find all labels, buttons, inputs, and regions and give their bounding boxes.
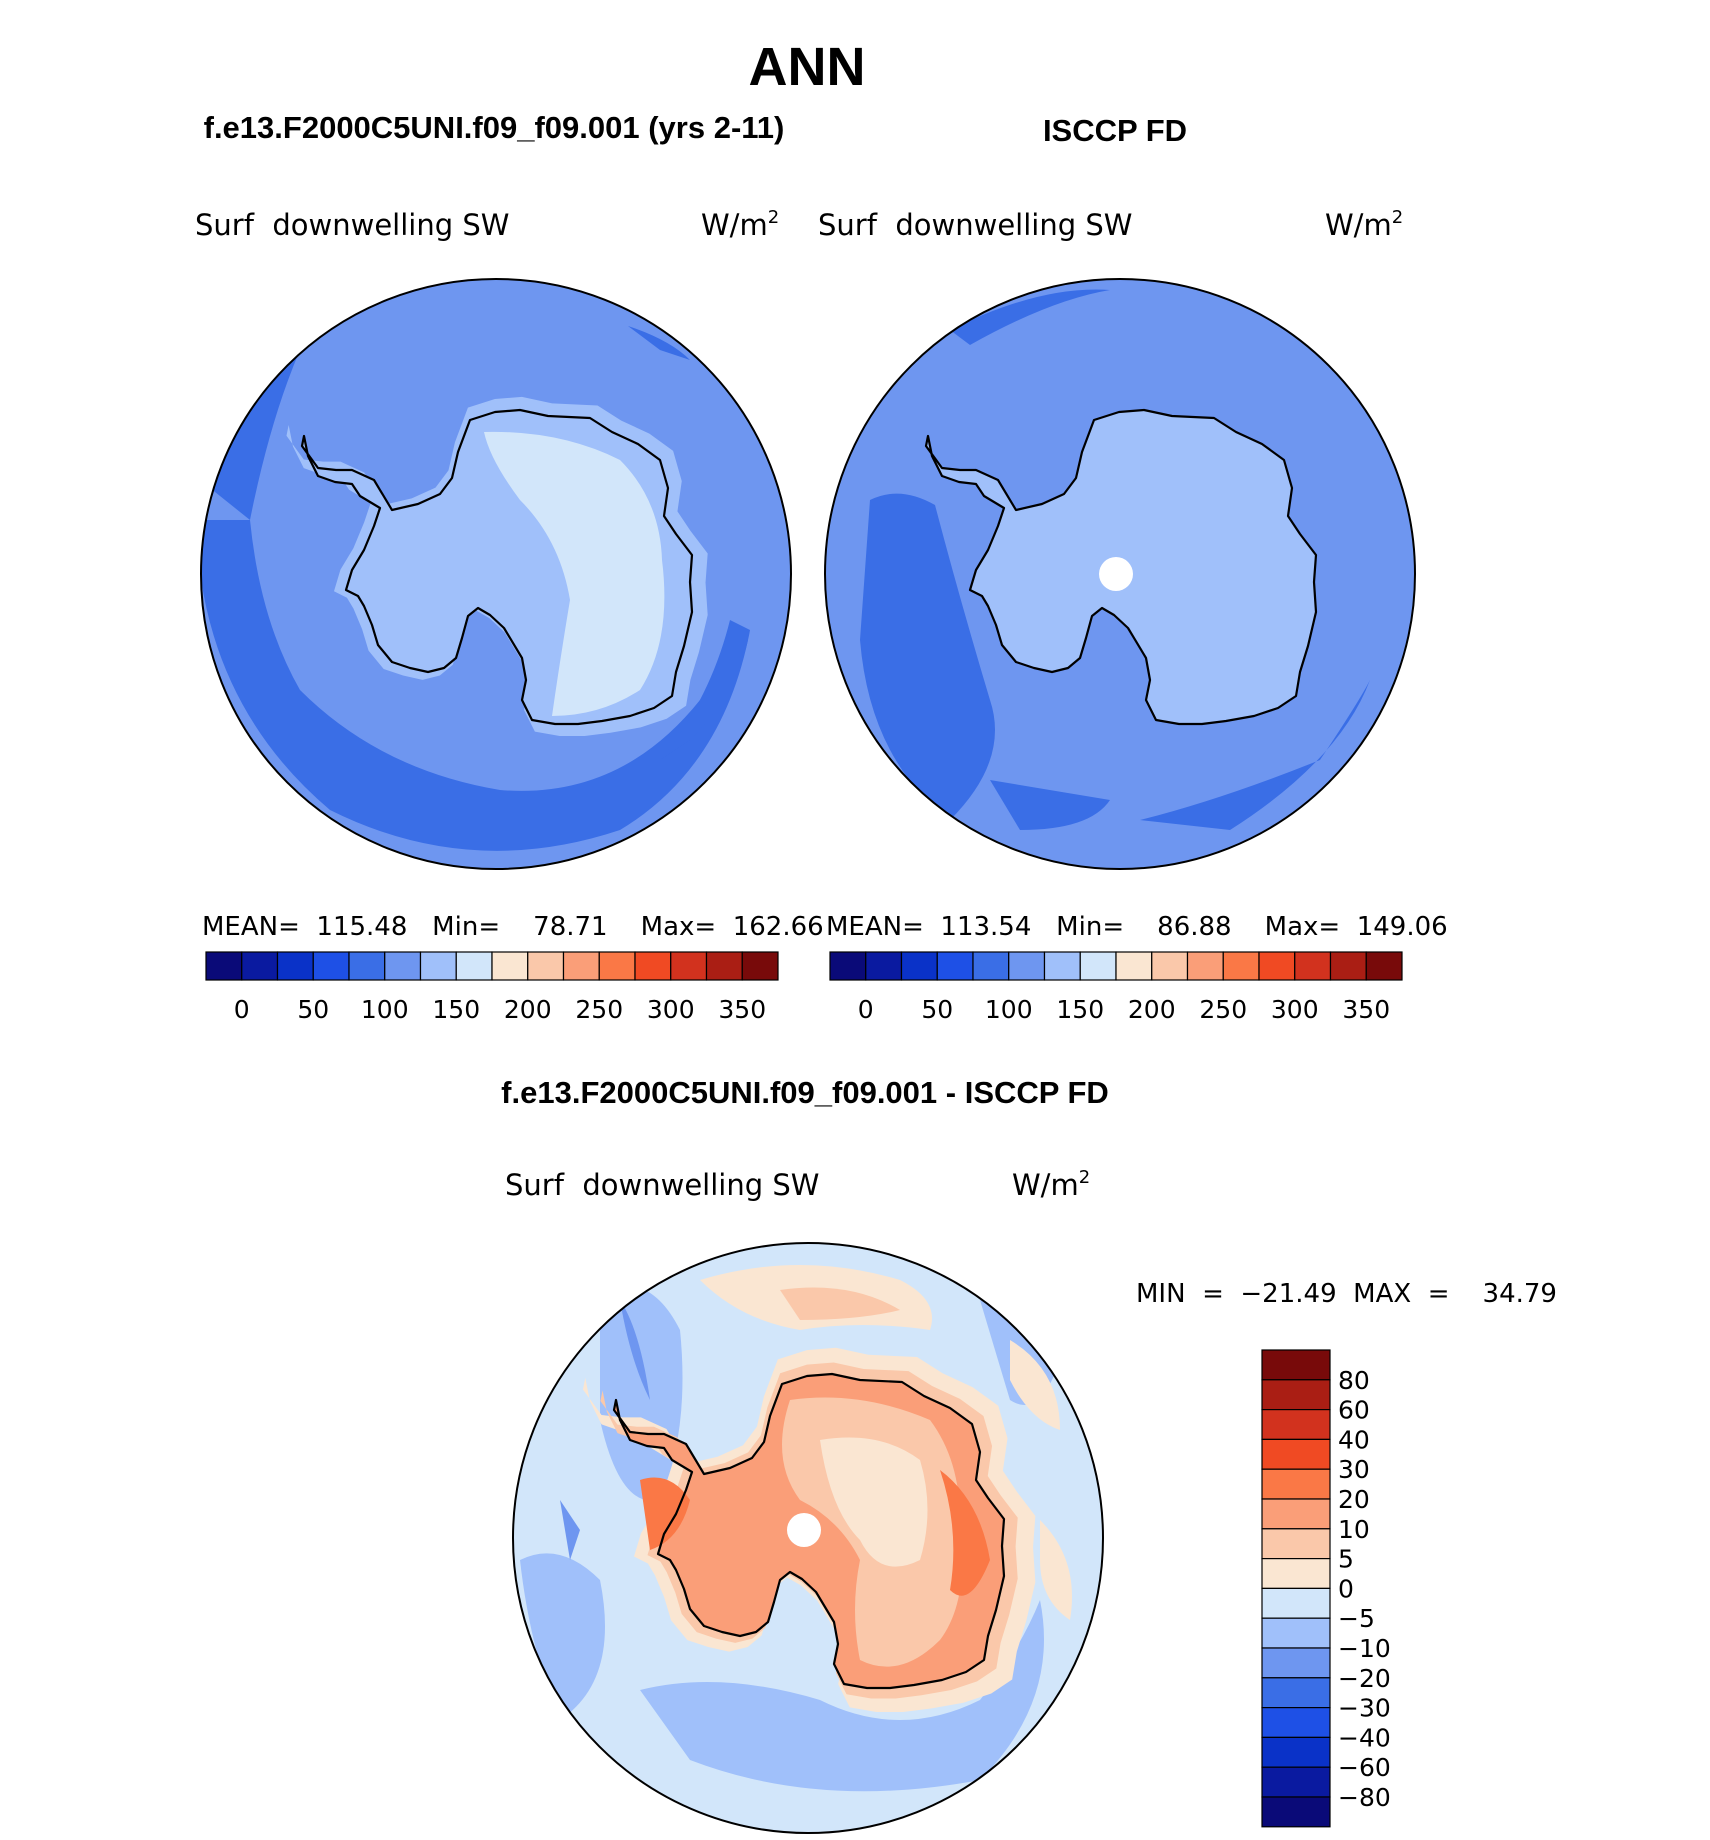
diff-colorbar-tick-label: 5 xyxy=(1338,1545,1354,1574)
diff-colorbar-tick-label: −20 xyxy=(1338,1664,1391,1693)
model-colorbar-swatch xyxy=(705,951,743,981)
diff-colorbar-swatch xyxy=(1261,1706,1331,1738)
model-colorbar-swatch xyxy=(348,951,386,981)
obs-colorbar-tick-label: 100 xyxy=(985,995,1033,1024)
obs-colorbar-tick-label: 0 xyxy=(858,995,874,1024)
diff-colorbar-swatch xyxy=(1261,1438,1331,1470)
diff-colorbar-swatch xyxy=(1261,1617,1331,1649)
obs-colorbar-swatch xyxy=(900,951,938,981)
diff-colorbar-swatch xyxy=(1261,1408,1331,1440)
obs-colorbar-tick-label: 200 xyxy=(1128,995,1176,1024)
obs-colorbar-swatch xyxy=(1079,951,1117,981)
obs-colorbar-swatch xyxy=(1365,951,1403,981)
diff-colorbar-tick-label: −10 xyxy=(1338,1634,1391,1663)
obs-colorbar-tick-label: 50 xyxy=(921,995,953,1024)
left-panel-title: f.e13.F2000C5UNI.f09_f09.001 (yrs 2-11) xyxy=(204,110,785,145)
obs-colorbar: 0 50 100 150 200 250 300 350 xyxy=(829,951,1403,1024)
diff-colorbar-tick-label: 10 xyxy=(1338,1515,1370,1544)
diff-colorbar-tick-label: −5 xyxy=(1338,1604,1375,1633)
obs-colorbar-swatch xyxy=(1329,951,1367,981)
model-colorbar-swatch xyxy=(276,951,314,981)
diff-colorbar-tick-label: 80 xyxy=(1338,1366,1370,1395)
obs-variable-label: Surf downwelling SW xyxy=(818,208,1132,242)
figure-season-title: ANN xyxy=(749,37,866,97)
diff-polar-map xyxy=(512,1242,1104,1834)
obs-colorbar-swatch xyxy=(829,951,867,981)
diff-variable-label: Surf downwelling SW xyxy=(505,1168,819,1202)
model-colorbar-tick-label: 150 xyxy=(432,995,480,1024)
obs-colorbar-tick-label: 250 xyxy=(1199,995,1247,1024)
diff-panel-title: f.e13.F2000C5UNI.f09_f09.001 - ISCCP FD xyxy=(501,1075,1109,1110)
diff-units-label: W/m2 xyxy=(1012,1167,1090,1202)
obs-colorbar-swatch xyxy=(1151,951,1189,981)
diff-colorbar-swatch xyxy=(1261,1498,1331,1530)
model-stats: MEAN= 115.48 Min= 78.71 Max= 162.66 xyxy=(202,912,824,942)
model-units-label: W/m2 xyxy=(701,207,779,242)
model-colorbar-swatch xyxy=(670,951,708,981)
obs-colorbar-swatch xyxy=(936,951,974,981)
model-colorbar-swatch xyxy=(634,951,672,981)
model-colorbar-tick-label: 50 xyxy=(297,995,329,1024)
obs-colorbar-swatch xyxy=(1222,951,1260,981)
model-colorbar-swatch xyxy=(312,951,350,981)
diff-colorbar-swatch xyxy=(1261,1647,1331,1679)
diff-colorbar-tick-label: −80 xyxy=(1338,1783,1391,1812)
model-colorbar-swatch xyxy=(205,951,243,981)
model-colorbar-tick-label: 100 xyxy=(361,995,409,1024)
model-colorbar-swatch xyxy=(562,951,600,981)
obs-colorbar-swatch xyxy=(865,951,903,981)
diff-colorbar-swatch xyxy=(1261,1796,1331,1828)
model-colorbar-tick-label: 350 xyxy=(718,995,766,1024)
model-colorbar-tick-label: 0 xyxy=(234,995,250,1024)
obs-colorbar-tick-label: 150 xyxy=(1056,995,1104,1024)
model-colorbar-swatch xyxy=(491,951,529,981)
obs-stats: MEAN= 113.54 Min= 86.88 Max= 149.06 xyxy=(826,912,1448,942)
model-colorbar-swatch xyxy=(241,951,279,981)
diff-colorbar-tick-label: 30 xyxy=(1338,1455,1370,1484)
diff-colorbar-tick-label: 60 xyxy=(1338,1396,1370,1425)
diff-colorbar-swatch xyxy=(1261,1349,1331,1381)
model-colorbar-tick-label: 250 xyxy=(575,995,623,1024)
obs-colorbar-swatch xyxy=(1258,951,1296,981)
diff-colorbar-tick-label: 20 xyxy=(1338,1485,1370,1514)
diff-colorbar-swatch xyxy=(1261,1677,1331,1709)
right-panel-title: ISCCP FD xyxy=(1043,113,1187,148)
diff-colorbar-swatch xyxy=(1261,1379,1331,1411)
model-colorbar-swatch xyxy=(598,951,636,981)
model-colorbar-swatch xyxy=(527,951,565,981)
obs-colorbar-swatch xyxy=(1043,951,1081,981)
obs-colorbar-swatch xyxy=(1294,951,1332,981)
model-colorbar: 0 50 100 150 200 250 300 350 xyxy=(205,951,779,1024)
model-colorbar-swatch xyxy=(741,951,779,981)
diff-colorbar-tick-label: 0 xyxy=(1338,1574,1354,1603)
diff-colorbar-swatch xyxy=(1261,1468,1331,1500)
diff-colorbar-swatch xyxy=(1261,1557,1331,1589)
diff-colorbar-swatch xyxy=(1261,1528,1331,1560)
diff-colorbar-tick-label: −40 xyxy=(1338,1723,1391,1752)
obs-colorbar-tick-label: 350 xyxy=(1342,995,1390,1024)
model-colorbar-swatch xyxy=(384,951,422,981)
model-colorbar-swatch xyxy=(455,951,493,981)
model-colorbar-tick-label: 200 xyxy=(504,995,552,1024)
diff-colorbar-swatch xyxy=(1261,1587,1331,1619)
model-colorbar-swatch xyxy=(419,951,457,981)
model-colorbar-tick-label: 300 xyxy=(647,995,695,1024)
diff-colorbar-swatch xyxy=(1261,1766,1331,1798)
obs-colorbar-swatch xyxy=(1186,951,1224,981)
obs-colorbar-tick-label: 300 xyxy=(1271,995,1319,1024)
model-variable-label: Surf downwelling SW xyxy=(195,208,509,242)
obs-colorbar-swatch xyxy=(972,951,1010,981)
obs-units-label: W/m2 xyxy=(1325,207,1403,242)
model-polar-map xyxy=(200,278,792,870)
obs-polar-map xyxy=(824,278,1416,870)
diff-colorbar-tick-label: −60 xyxy=(1338,1753,1391,1782)
obs-colorbar-swatch xyxy=(1115,951,1153,981)
obs-colorbar-swatch xyxy=(1008,951,1046,981)
diff-colorbar-tick-label: 40 xyxy=(1338,1425,1370,1454)
diff-stats: MIN = −21.49 MAX = 34.79 xyxy=(1136,1279,1557,1309)
diff-colorbar-swatch xyxy=(1261,1736,1331,1768)
diff-colorbar-tick-label: −30 xyxy=(1338,1694,1391,1723)
